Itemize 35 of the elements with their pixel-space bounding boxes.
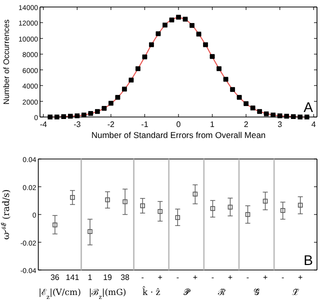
x-tick-label: + <box>298 273 304 282</box>
x-tick-label: - <box>141 273 144 282</box>
x-axis-title: |ℰ$_{z}$|(V/cm) <box>38 288 81 300</box>
x-tick-label: 4 <box>311 120 316 129</box>
x-axis-title: 𝒫̃ <box>183 288 192 298</box>
x-tick-label: -1 <box>141 120 149 129</box>
x-tick-label: -3 <box>74 120 82 129</box>
x-tick-label: -2 <box>107 120 116 129</box>
x-axis-title: k̂ · ẑ <box>142 286 161 298</box>
x-tick-label: + <box>158 273 163 282</box>
x-axis-title: ℒ̃ <box>292 288 300 298</box>
x-tick-label: 2 <box>244 120 249 129</box>
annotation: A <box>304 99 314 115</box>
x-tick-label: 1 <box>210 120 216 129</box>
x-axis-title: 𝒢̃ <box>254 288 261 298</box>
x-tick-label: + <box>262 273 268 282</box>
x-tick-label: 1 <box>88 273 93 282</box>
x-tick-label: 19 <box>103 273 113 282</box>
x-axis-title: |ℬ$_{z}$|(mG) <box>88 288 126 300</box>
x-tick-label: 141 <box>66 273 80 282</box>
x-axis-title: ℛ̃ <box>216 288 226 298</box>
annotation: B <box>304 252 313 268</box>
x-tick-label: -4 <box>40 120 48 129</box>
x-tick-label: 3 <box>278 120 283 129</box>
x-tick-label: - <box>176 273 180 282</box>
x-axis-title: Number of Standard Errors from Overall Mean <box>91 130 266 140</box>
x-tick-label: + <box>228 273 233 282</box>
x-tick-label: 36 <box>50 273 60 282</box>
x-tick-label: 0 <box>176 120 182 129</box>
x-tick-label: - <box>246 273 250 282</box>
y-axis-title: Number of Occurrences <box>2 20 11 104</box>
x-tick-label: - <box>281 273 284 282</box>
x-tick-label: - <box>211 273 214 282</box>
x-tick-label: 38 <box>120 273 130 282</box>
x-tick-label: + <box>192 273 198 282</box>
